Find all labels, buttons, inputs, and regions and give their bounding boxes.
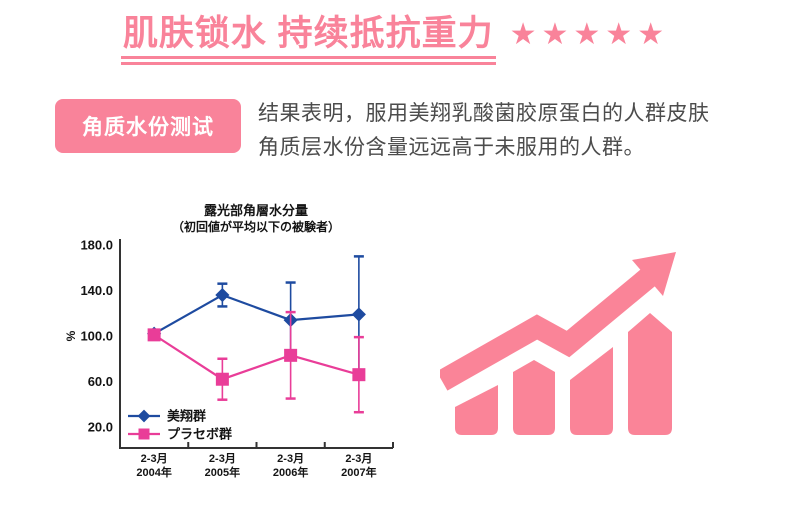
x-tick-label: 2-3月 2007年	[341, 452, 376, 479]
y-tick-label: 20.0	[88, 420, 113, 435]
x-tick-label: 2-3月 2004年	[136, 452, 171, 479]
intro-text: 结果表明，服用美翔乳酸菌胶原蛋白的人群皮肤 角质层水份含量远远高于未服用的人群。	[258, 97, 710, 165]
chart-axes: 180.0 140.0 100.0 60.0 20.0% 2-3月 2004年 2-3月 200…	[64, 238, 394, 479]
diamond-marker	[351, 307, 366, 322]
square-marker	[138, 428, 150, 440]
page-title: 肌肤锁水 持续抵抗重力	[120, 14, 496, 66]
rising-bars-icon	[455, 313, 672, 435]
up-trend-arrow-icon	[436, 252, 676, 391]
five-stars-icon: ★★★★★	[509, 17, 670, 51]
rising-trend-svg	[436, 252, 676, 435]
intro-line-2: 角质层水份含量远远高于未服用的人群。	[258, 136, 645, 159]
trend-graphic: 角质水份含量上升	[436, 235, 700, 465]
moisture-line-chart: 露光部角層水分量（初回値が平均以下の被験者） 180.0 140.0 100.0 60.…	[64, 203, 394, 479]
y-tick-label: 60.0	[88, 374, 113, 389]
chart-subtitle: （初回値が平均以下の被験者）	[172, 219, 340, 234]
legend-label: プラセボ群	[167, 427, 232, 442]
chart-series	[147, 310, 366, 414]
chart-title: 露光部角層水分量	[204, 203, 308, 218]
chart-series	[147, 255, 366, 374]
y-tick-label: 140.0	[80, 283, 113, 298]
square-marker	[147, 328, 161, 342]
square-marker	[215, 372, 229, 386]
y-tick-label: 180.0	[80, 238, 113, 253]
y-axis-label: %	[64, 330, 78, 341]
test-badge: 角质水份测试	[55, 99, 241, 153]
x-tick-label: 2-3月 2006年	[273, 452, 308, 479]
square-marker	[284, 348, 298, 362]
intro-line-1: 结果表明，服用美翔乳酸菌胶原蛋白的人群皮肤	[258, 102, 710, 125]
y-tick-label: 100.0	[80, 329, 113, 344]
x-tick-label: 2-3月 2005年	[205, 452, 240, 479]
page-header: 肌肤锁水 持续抵抗重力 ★★★★★	[0, 14, 790, 66]
diamond-marker	[215, 287, 230, 303]
legend-label: 美翔群	[167, 409, 206, 424]
diamond-marker	[137, 409, 151, 423]
square-marker	[352, 368, 366, 382]
